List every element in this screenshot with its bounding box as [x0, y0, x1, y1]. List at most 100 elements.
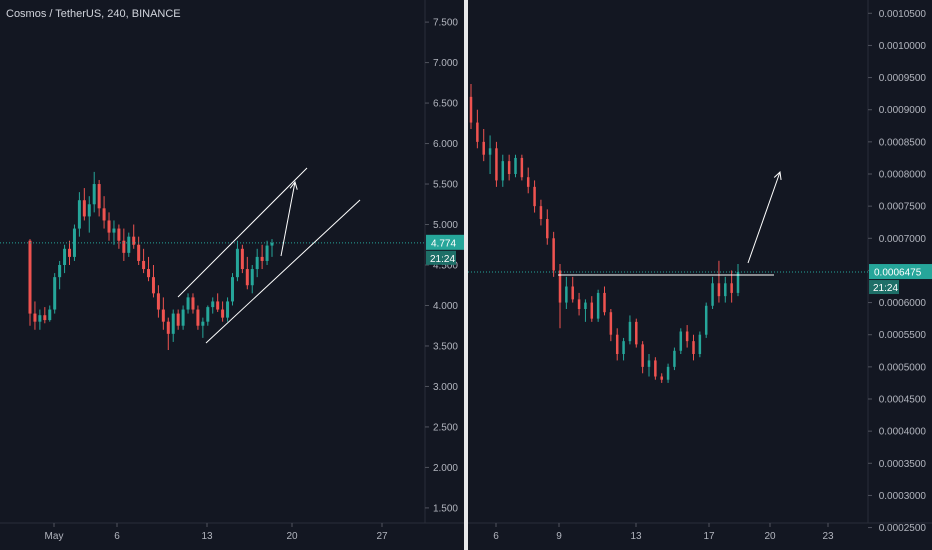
candle-body — [520, 157, 524, 178]
candle-body — [577, 299, 581, 309]
candle-body — [240, 248, 244, 270]
candle-body — [685, 331, 689, 342]
candle-body — [122, 240, 126, 253]
candle-body — [28, 240, 32, 314]
y-tick-label: 0.0009500 — [879, 73, 927, 84]
candle-body — [507, 161, 511, 174]
candle-body — [584, 302, 587, 309]
x-tick-label: 13 — [201, 531, 213, 542]
y-tick-label: 0.0004500 — [879, 395, 927, 406]
candle-body — [211, 301, 215, 308]
current-price-label: 4.774 — [431, 238, 456, 249]
candle-body — [482, 141, 485, 155]
candle-body — [72, 228, 76, 257]
candle-body — [58, 265, 62, 278]
candle-body — [196, 309, 200, 326]
y-tick-label: 0.0005000 — [879, 362, 927, 373]
x-tick-label: 23 — [822, 531, 834, 542]
candle-body — [260, 256, 264, 261]
candle-body — [235, 248, 239, 278]
candle-body — [132, 236, 136, 245]
candle-body — [142, 260, 146, 270]
candle-body — [590, 302, 594, 319]
current-price-label: 0.0006475 — [874, 268, 922, 279]
candle-body — [692, 341, 695, 354]
breakout-arrow-line — [280, 181, 296, 257]
y-tick-label: 3.000 — [433, 382, 458, 393]
candle-body — [97, 184, 101, 209]
y-tick-label: 3.500 — [433, 341, 458, 352]
candle-body — [216, 301, 220, 310]
candle-body — [33, 313, 37, 322]
candle-body — [53, 277, 57, 310]
y-tick-label: 0.0003500 — [879, 459, 927, 470]
candle-body — [201, 321, 205, 326]
candle-body — [230, 277, 234, 302]
candle-body — [641, 344, 644, 367]
candle-body — [666, 366, 670, 380]
breakout-arrow-head — [289, 180, 298, 190]
panel-divider[interactable] — [464, 0, 468, 550]
candle-body — [673, 350, 676, 367]
y-tick-label: 0.0010500 — [879, 9, 927, 20]
x-tick-label: 6 — [114, 531, 120, 542]
y-tick-label: 0.0010000 — [879, 41, 927, 52]
y-tick-label: 2.000 — [433, 463, 458, 474]
x-tick-label: 6 — [493, 531, 499, 542]
candle-body — [558, 270, 562, 303]
breakout-arrow-line — [747, 171, 781, 264]
candle-body — [206, 307, 210, 322]
candle-body — [270, 242, 274, 246]
candle-body — [622, 341, 625, 354]
y-tick-label: 0.0004000 — [879, 427, 927, 438]
candle-body — [43, 315, 47, 321]
candle-body — [265, 245, 269, 261]
candle-body — [48, 309, 52, 321]
countdown-tag — [426, 250, 456, 265]
candle-body — [92, 184, 96, 205]
candle-body — [552, 238, 555, 271]
candle-body — [171, 313, 175, 334]
y-tick-label: 0.0007500 — [879, 202, 927, 213]
y-tick-label: 1.500 — [433, 503, 458, 514]
candle-body — [87, 204, 91, 217]
y-tick-label: 6.500 — [433, 99, 458, 110]
candle-body — [107, 220, 111, 233]
left-chart-svg[interactable]: 7.500 7.000 6.500 6.000 5.500 5.000 4.500 4.000… — [0, 0, 464, 550]
countdown-label: 21:24 — [430, 254, 455, 265]
current-price-tag — [426, 234, 464, 250]
candle-body — [711, 283, 714, 306]
candle-body — [724, 283, 727, 297]
candle-body — [647, 360, 651, 367]
candle-body — [533, 186, 536, 207]
y-tick-label: 7.500 — [433, 18, 458, 29]
candle-body — [635, 321, 638, 345]
candle-body — [166, 321, 170, 334]
x-tick-label: 20 — [764, 531, 776, 542]
candle-body — [191, 297, 195, 310]
candle-body — [127, 236, 131, 253]
candle-body — [102, 208, 106, 221]
candle-body — [38, 315, 42, 322]
candle-body — [476, 122, 479, 142]
y-tick-label: 0.0009000 — [879, 105, 927, 116]
candle-body — [186, 297, 190, 310]
candle-body — [63, 248, 67, 265]
candle-body — [147, 269, 151, 278]
y-tick-label: 0.0003000 — [879, 491, 927, 502]
candle-body — [250, 269, 254, 286]
candle-body — [245, 269, 249, 286]
candle-body — [571, 286, 574, 300]
candle-body — [603, 292, 606, 313]
y-tick-label: 7.000 — [433, 58, 458, 69]
y-tick-label: 5.500 — [433, 180, 458, 191]
x-tick-label: 20 — [286, 531, 298, 542]
candle-body — [156, 293, 160, 310]
right-chart-svg[interactable]: 0.0010500 0.0010000 0.0009500 0.0009000 0.00… — [468, 0, 932, 550]
chart-panel-right[interactable]: 0.0010500 0.0010000 0.0009500 0.0009000 0.00… — [468, 0, 932, 550]
chart-panel-left[interactable]: Cosmos / TetherUS, 240, BINANCE 7.500 7.0… — [0, 0, 464, 550]
candle-body — [565, 286, 568, 303]
candle-body — [112, 228, 116, 233]
candle-body — [255, 256, 259, 270]
candle-body — [82, 200, 86, 217]
